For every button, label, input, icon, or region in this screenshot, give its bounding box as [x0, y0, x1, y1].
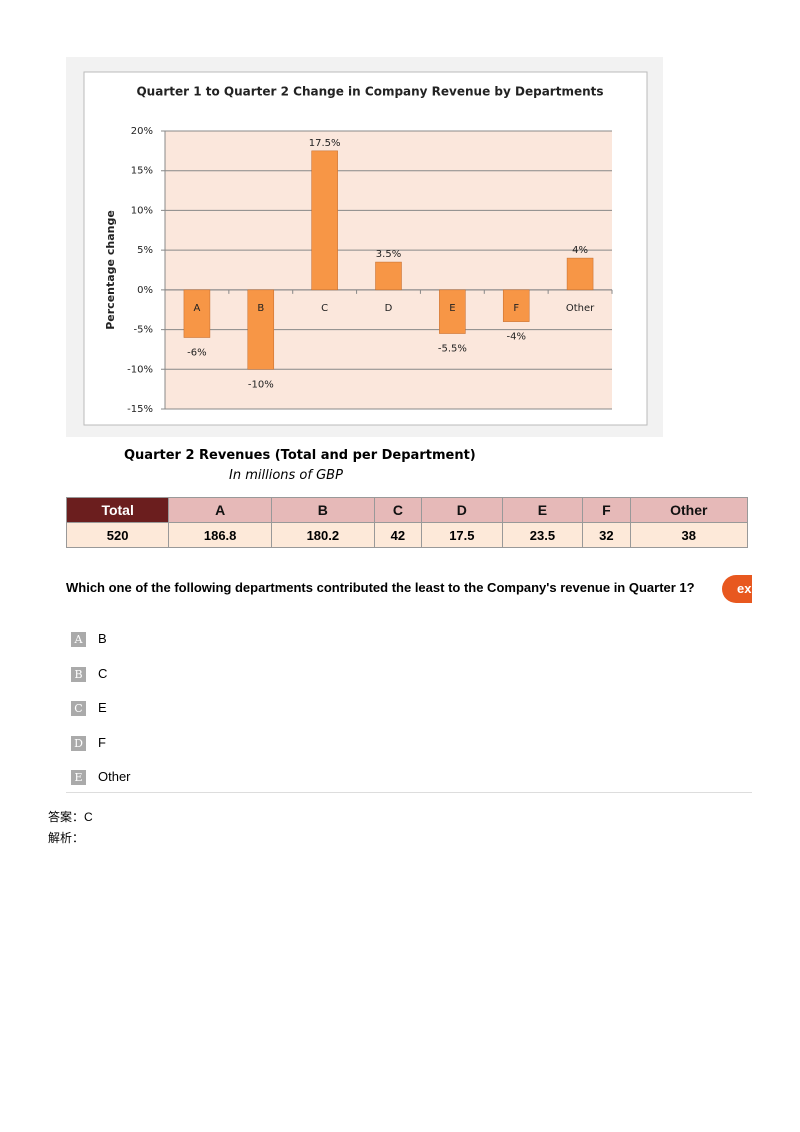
- header-cell: A: [168, 497, 272, 523]
- button-label[interactable]: ex: [722, 575, 752, 603]
- header-cell: C: [373, 497, 423, 523]
- question: Which one of the following departments c…: [66, 580, 695, 595]
- bar: [439, 289, 466, 334]
- table-cell: 17.5: [421, 522, 503, 548]
- value-label: 4%: [572, 245, 588, 256]
- value-label: -6%: [187, 348, 206, 359]
- y-tick-label: -10%: [127, 364, 153, 375]
- chart-title: Quarter 1 to Quarter 2 Change in Company…: [136, 85, 603, 99]
- category-label: C: [321, 303, 328, 314]
- explain-button[interactable]: ex: [722, 575, 752, 603]
- category-label: A: [194, 303, 201, 314]
- header-cell: D: [421, 497, 503, 523]
- table-cell: 520: [65, 522, 170, 548]
- header-cell: F: [582, 497, 631, 523]
- category-label: B: [257, 303, 264, 314]
- bar: [311, 150, 338, 291]
- option-text: Other: [98, 769, 131, 784]
- answer: 答案：C: [48, 808, 93, 825]
- y-tick-label: 20%: [131, 126, 153, 137]
- category-label: D: [385, 303, 393, 314]
- value-label: -10%: [248, 379, 274, 390]
- option-text: B: [98, 631, 107, 646]
- table-cell: 38: [629, 522, 749, 548]
- chart-panel: Quarter 1 to Quarter 2 Change in Company…: [66, 57, 663, 437]
- option-letter: C: [71, 701, 86, 717]
- bar: [247, 289, 275, 370]
- option-letter: B: [71, 666, 86, 682]
- explanation-label: 解析：: [48, 831, 85, 845]
- chart: Quarter 1 to Quarter 2 Change in Company…: [83, 71, 648, 426]
- table-title: Quarter 2 Revenues (Total and per Depart…: [124, 448, 476, 463]
- table-cell: 42: [373, 522, 423, 548]
- value-label: 17.5%: [309, 138, 341, 149]
- bar: [375, 261, 402, 291]
- y-tick-label: 0%: [137, 285, 153, 296]
- option-text: E: [98, 700, 107, 715]
- table-cell: 186.8: [168, 522, 272, 548]
- header-cell: B: [271, 497, 375, 523]
- header-cell: E: [501, 497, 584, 523]
- y-tick-label: 15%: [131, 166, 153, 177]
- bar: [183, 289, 211, 338]
- answer-label: 答案：: [48, 810, 85, 824]
- bar: [502, 289, 530, 322]
- category-label: F: [513, 303, 519, 314]
- category-label: E: [449, 303, 455, 314]
- table-cell: 32: [582, 522, 631, 548]
- category-label: Other: [566, 303, 595, 314]
- option-text: F: [98, 734, 106, 750]
- bar: [566, 257, 594, 291]
- y-tick-label: -5%: [134, 325, 153, 336]
- divider: [66, 792, 752, 793]
- revenue-table: Total A B C D E F Other 520 186.8 180.2 42 17.5 23.5 3…: [65, 497, 749, 548]
- table-cell: 23.5: [501, 522, 584, 548]
- y-tick-label: 5%: [137, 245, 153, 256]
- option[interactable]: E Other: [71, 769, 131, 786]
- table-header-row: Total A B C D E F Other: [65, 497, 749, 523]
- y-axis-label: Percentage change: [104, 210, 117, 330]
- header-cell: Other: [629, 497, 749, 523]
- option-letter: D: [71, 735, 86, 751]
- y-tick-label: -15%: [127, 404, 153, 415]
- option-letter: A: [71, 632, 86, 648]
- answer-value: C: [84, 810, 93, 824]
- option-letter: E: [71, 770, 86, 786]
- value-label: -4%: [506, 332, 525, 343]
- header-cell: Total: [65, 497, 170, 523]
- table-subtitle: In millions of GBP: [229, 468, 343, 483]
- table-cell: 180.2: [271, 522, 375, 548]
- value-label: 3.5%: [376, 249, 401, 260]
- option-text: C: [98, 665, 108, 681]
- y-tick-label: 10%: [131, 205, 153, 216]
- table-row: 520 186.8 180.2 42 17.5 23.5 32 38: [65, 522, 749, 548]
- value-label: -5.5%: [438, 344, 467, 355]
